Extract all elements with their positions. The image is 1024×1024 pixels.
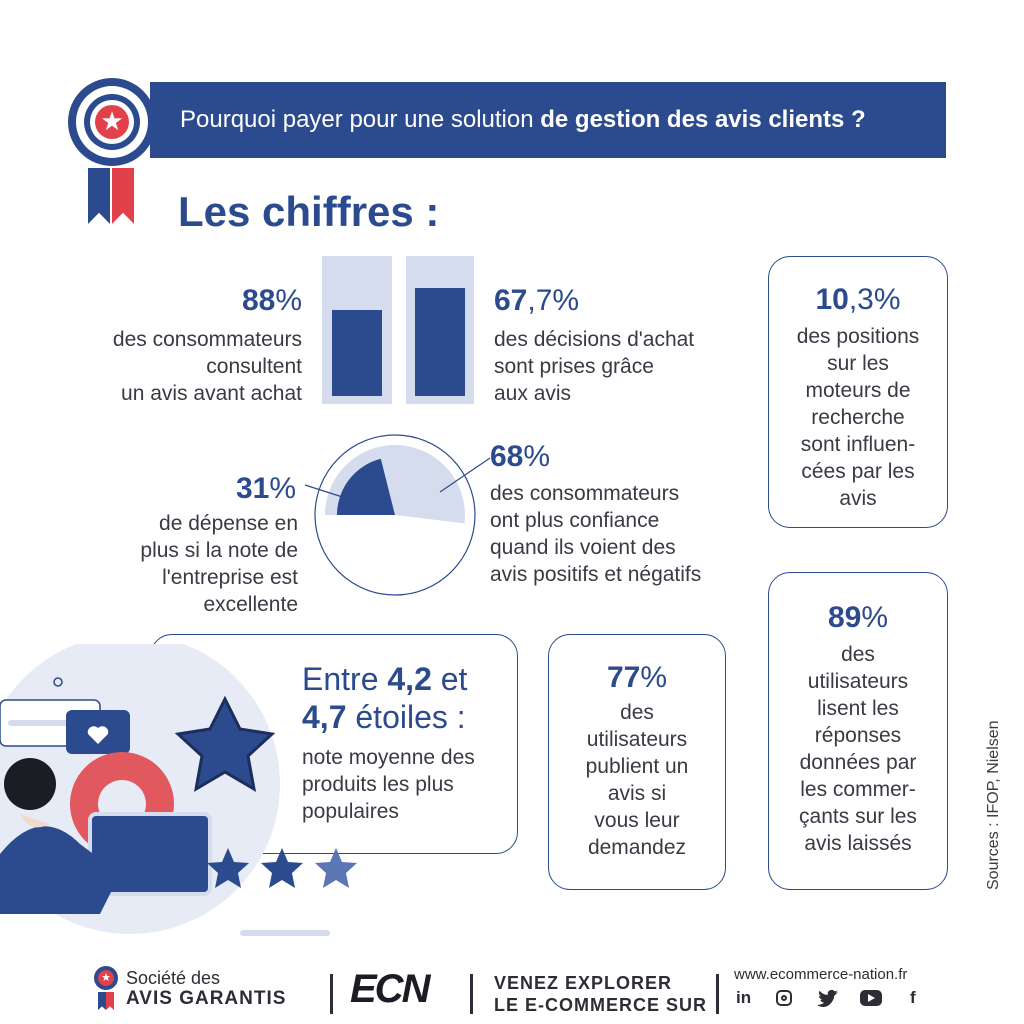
stat-103-value: 10,3% <box>815 283 901 316</box>
sag-logo-text: Société des AVIS GARANTIS <box>126 968 287 1009</box>
website-link[interactable]: www.ecommerce-nation.fr <box>734 966 908 983</box>
stat-88-value: 88% <box>241 284 302 317</box>
stat-103-desc: des positions sur les moteurs de recherche s… <box>796 325 920 510</box>
bar-88-fill <box>332 310 382 396</box>
bar-88 <box>322 256 392 404</box>
stat-88-desc: des consommateurs consultent un avis avant… <box>112 328 302 405</box>
stat-68-value: 68% <box>490 440 551 473</box>
explore-text: VENEZ EXPLORER LE E-COMMERCE SUR <box>494 973 708 1015</box>
pie-leader-68 <box>439 457 491 493</box>
social-icons: in f <box>734 988 934 1010</box>
award-badge-icon: ★ <box>68 78 156 166</box>
header-banner: Pourquoi payer pour une solution de gest… <box>150 82 946 158</box>
stat-stars-desc: note moyenne des produits les plus populai… <box>302 746 475 823</box>
stat-103-card: 10,3% des positions sur les moteurs de rech… <box>768 256 948 528</box>
footer-divider <box>330 974 333 1014</box>
youtube-icon[interactable] <box>860 990 882 1006</box>
stat-89-value: 89% <box>827 601 889 634</box>
rating-stars <box>99 848 357 888</box>
pie-outline <box>314 434 476 596</box>
linkedin-icon[interactable]: in <box>736 988 752 1007</box>
sag-logo-icon: ★ <box>94 966 118 990</box>
banner-text: Pourquoi payer pour une solution <box>180 106 541 133</box>
star-icon <box>315 848 357 888</box>
footer-bar <box>0 960 1024 1024</box>
star-icon <box>207 848 249 888</box>
pie-leader-31 <box>304 484 359 503</box>
instagram-icon[interactable] <box>776 990 792 1006</box>
bar-677-fill <box>415 287 465 396</box>
stat-89-card: 89% des utilisateurs lisent les réponses don… <box>768 572 948 890</box>
pie-chart <box>304 434 491 596</box>
star-icon <box>153 848 195 888</box>
star-icon <box>99 848 141 888</box>
pie-slice-31 <box>337 458 395 515</box>
stat-31-desc: de dépense en plus si la note de l'entrepr… <box>140 512 298 616</box>
sources-note: Sources : IFOP, Nielsen <box>985 720 1002 890</box>
stat-77-card: 77% des utilisateurs publient un avis si vou… <box>548 634 726 890</box>
stat-stars-heading: Entre 4,2 et 4,7 étoiles : <box>302 661 468 735</box>
stat-677-desc: des décisions d'achat sont prises grâce au… <box>494 328 695 405</box>
star-icon <box>261 848 303 888</box>
stat-77-value: 77% <box>606 661 668 694</box>
footer-divider <box>470 974 473 1014</box>
ecn-logo: ECN <box>350 967 430 1011</box>
stat-89-desc: des utilisateurs lisent les réponses données… <box>799 643 917 855</box>
page-title: Les chiffres : <box>178 188 440 235</box>
twitter-icon[interactable] <box>818 990 838 1007</box>
bar-677 <box>406 256 474 404</box>
sag-ribbon-icon <box>98 992 114 1010</box>
ribbon-right-icon <box>112 168 134 224</box>
footer-divider <box>716 974 719 1014</box>
ribbon-left-icon <box>88 168 110 224</box>
stat-77-desc: des utilisateurs publient un avis si vous le… <box>585 701 689 859</box>
stat-31-value: 31% <box>235 472 296 505</box>
stat-677-value: 67,7% <box>494 284 580 317</box>
stat-68-desc: des consommateurs ont plus confiance quand… <box>490 482 702 586</box>
banner-bold-text: de gestion des avis clients ? <box>540 106 866 133</box>
illustration-review-person <box>0 644 330 936</box>
facebook-icon[interactable]: f <box>910 988 916 1007</box>
